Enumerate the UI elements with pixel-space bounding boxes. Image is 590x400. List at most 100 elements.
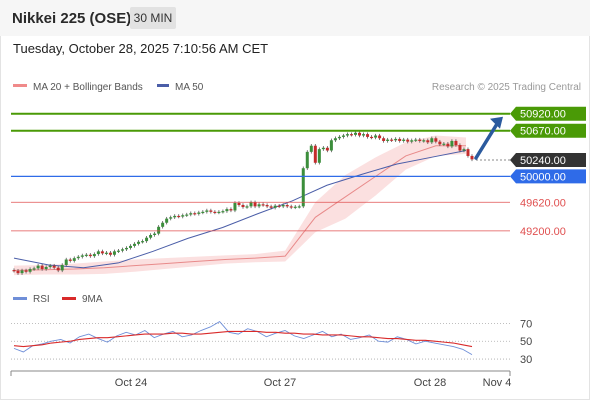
candle-up xyxy=(173,215,177,218)
candle-up xyxy=(317,149,321,163)
candle-down xyxy=(454,140,458,146)
candle-up xyxy=(221,211,225,213)
candle-up xyxy=(133,243,137,246)
candle-down xyxy=(237,202,241,206)
candle-up xyxy=(165,218,169,223)
candle-down xyxy=(349,134,353,136)
candle-down xyxy=(438,141,442,145)
candle-up xyxy=(309,145,313,152)
rsi-ma-legend-swatch xyxy=(62,297,76,300)
candle-down xyxy=(390,139,394,141)
projection-arrow-head xyxy=(490,116,503,129)
candle-up xyxy=(301,168,305,207)
candle-up xyxy=(281,205,285,207)
candle-up xyxy=(245,206,249,208)
rsi-line xyxy=(13,321,473,356)
candle-up xyxy=(305,151,309,169)
candle-up xyxy=(169,217,173,219)
candle-up xyxy=(36,265,40,269)
candle-down xyxy=(289,206,293,208)
candle-down xyxy=(12,270,16,272)
candle-up xyxy=(137,241,141,244)
candle-up xyxy=(249,202,253,207)
candle-up xyxy=(189,213,193,215)
candle-up xyxy=(149,234,153,238)
candle-down xyxy=(313,145,317,163)
candle-up xyxy=(72,258,76,261)
candle-up xyxy=(116,250,120,252)
candle-up xyxy=(410,140,414,142)
ma50-legend-swatch xyxy=(157,84,169,87)
timestamp: Tuesday, October 28, 2025 7:10:56 AM CET xyxy=(13,41,269,56)
bollinger-band xyxy=(14,135,466,276)
rsi-tick-label: 30 xyxy=(520,354,532,366)
candle-down xyxy=(68,259,72,261)
candle-up xyxy=(321,147,325,150)
chart-header: Nikkei 225 (OSE) 30 MIN xyxy=(0,0,590,36)
candle-up xyxy=(181,215,185,217)
candle-down xyxy=(229,209,233,211)
candle-up xyxy=(197,212,201,214)
candle-up xyxy=(48,265,52,268)
candle-up xyxy=(394,138,398,141)
candle-up xyxy=(442,143,446,145)
candle-up xyxy=(28,269,32,272)
candle-up xyxy=(76,256,80,259)
candle-up xyxy=(157,226,161,234)
timeframe-button[interactable]: 30 MIN xyxy=(130,7,176,29)
candle-up xyxy=(64,259,68,265)
resistance-level-tag xyxy=(510,106,586,121)
candle-up xyxy=(257,204,261,207)
support-level-label: 49620.00 xyxy=(520,197,566,209)
candle-down xyxy=(265,205,269,207)
rsi-tick-label: 50 xyxy=(520,336,532,348)
candle-down xyxy=(52,265,56,268)
candle-up xyxy=(225,209,229,212)
candle-down xyxy=(177,215,181,218)
candle-down xyxy=(24,270,28,272)
candle-down xyxy=(277,205,281,207)
candle-down xyxy=(100,251,104,254)
candle-up xyxy=(353,132,357,135)
candle-down xyxy=(16,270,20,274)
current-level-tag xyxy=(510,153,586,168)
candle-up xyxy=(20,270,24,274)
ma20-legend-label: MA 20 + Bollinger Bands xyxy=(33,82,143,93)
x-tick-label: Nov 4 xyxy=(483,377,512,389)
candle-down xyxy=(56,267,60,271)
rsi-legend-swatch xyxy=(13,297,27,300)
candle-down xyxy=(418,139,422,141)
candle-up xyxy=(205,210,209,212)
candle-up xyxy=(96,251,100,255)
candle-down xyxy=(458,145,462,151)
candle-down xyxy=(434,138,438,142)
candle-up xyxy=(153,233,157,235)
candle-down xyxy=(366,134,370,137)
current-level-label: 50240.00 xyxy=(520,155,566,167)
candle-down xyxy=(213,211,217,214)
candle-down xyxy=(406,139,410,142)
candle-up xyxy=(120,249,124,251)
candle-up xyxy=(402,139,406,141)
candle-down xyxy=(261,204,265,206)
candle-up xyxy=(124,247,128,250)
candle-up xyxy=(44,267,48,270)
candle-up xyxy=(273,205,277,208)
ma20-legend-swatch xyxy=(13,84,27,87)
candle-down xyxy=(370,136,374,139)
candle-up xyxy=(341,135,345,137)
ma50-legend-label: MA 50 xyxy=(175,82,204,93)
candle-up xyxy=(462,149,466,151)
candle-up xyxy=(362,134,366,136)
candle-up xyxy=(92,254,96,257)
candle-up xyxy=(337,136,341,139)
copyright-credit: Research © 2025 Trading Central xyxy=(432,82,581,93)
candle-down xyxy=(398,138,402,141)
candle-up xyxy=(430,138,434,143)
candle-up xyxy=(201,211,205,214)
candle-up xyxy=(233,202,237,211)
candle-up xyxy=(185,214,189,216)
candle-up xyxy=(329,140,333,151)
pivot-level-tag xyxy=(510,169,586,184)
